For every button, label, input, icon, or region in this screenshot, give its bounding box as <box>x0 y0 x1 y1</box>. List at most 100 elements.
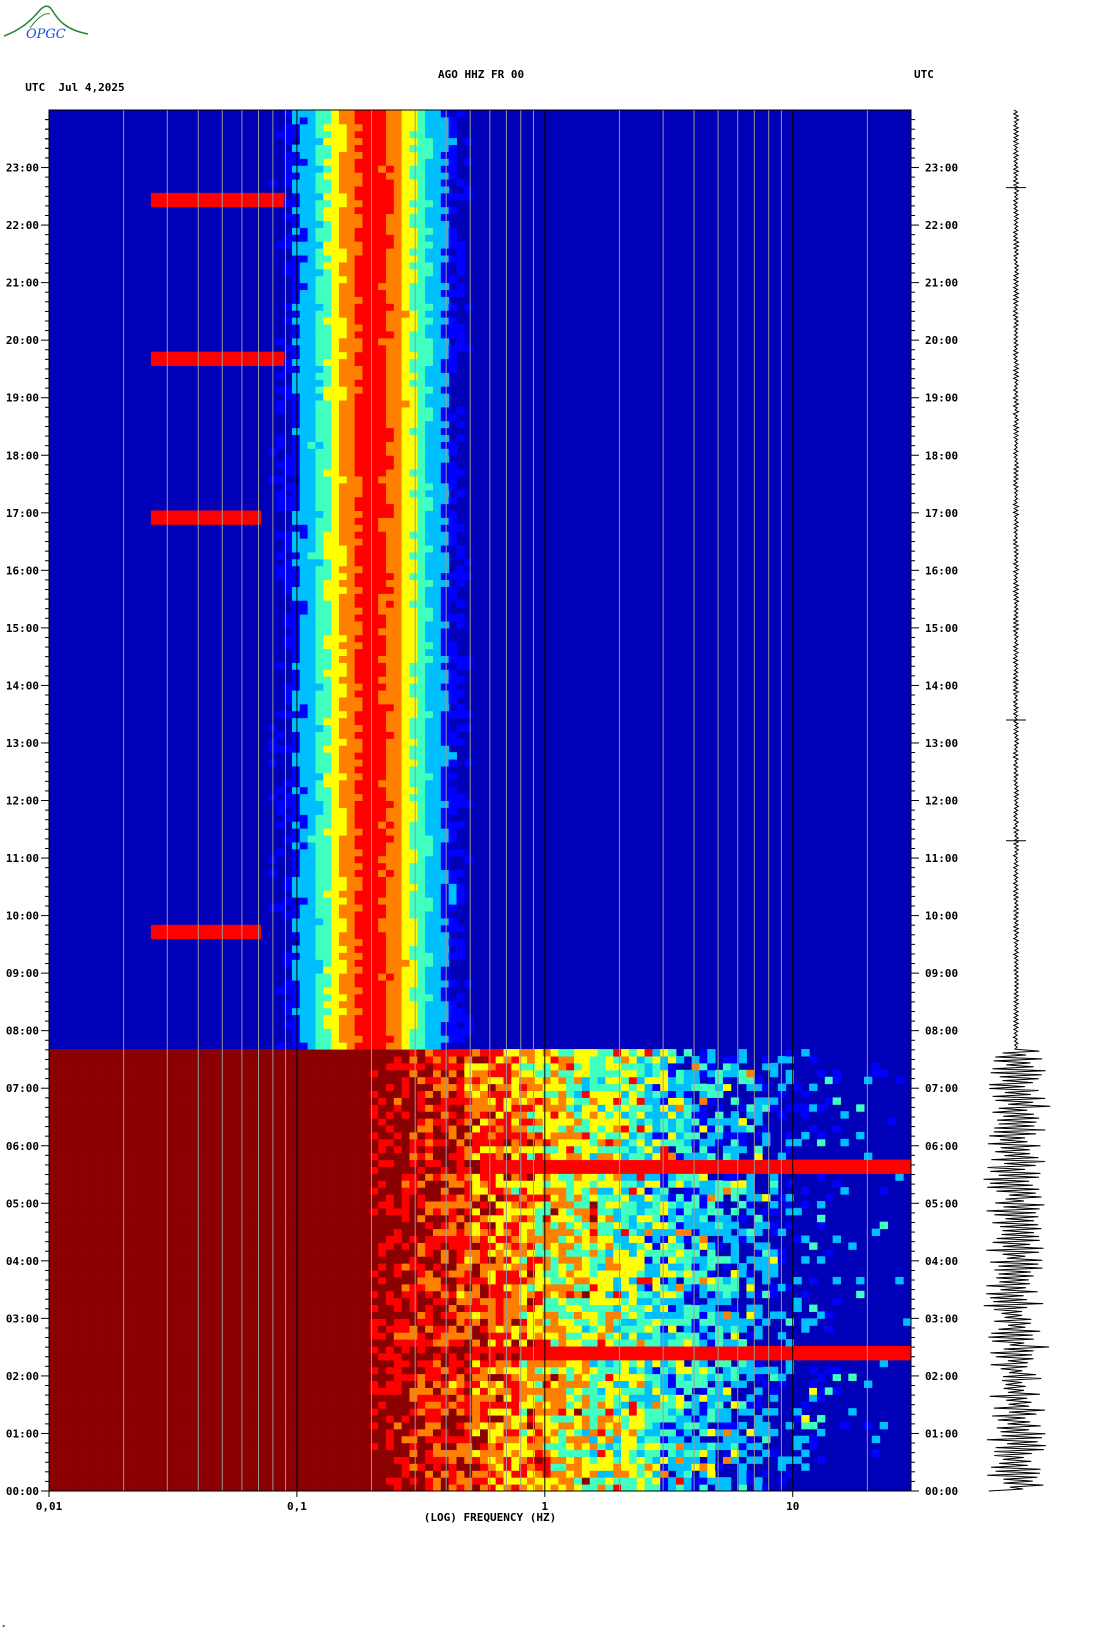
heatmap-cell <box>56 1235 66 1243</box>
heatmap-cell <box>456 1263 465 1271</box>
heatmap-cell <box>252 1200 262 1209</box>
heatmap-cell <box>472 1263 481 1271</box>
heatmap-cell <box>307 1380 316 1388</box>
heatmap-cell <box>542 1345 552 1354</box>
heatmap-cell <box>432 1394 442 1402</box>
heatmap-cell <box>824 1166 834 1174</box>
heatmap-cell <box>166 1311 175 1319</box>
heatmap-cell <box>707 1283 716 1292</box>
heatmap-cell <box>683 1207 693 1216</box>
heatmap-cell <box>738 1463 747 1471</box>
heatmap-cell <box>315 1345 324 1354</box>
heatmap-cell <box>480 1304 489 1312</box>
heatmap-cell <box>315 1297 324 1306</box>
heatmap-cell <box>111 1125 121 1133</box>
heatmap-cell <box>589 1325 599 1333</box>
heatmap-cell <box>628 1428 638 1437</box>
heatmap-cell <box>754 1249 763 1257</box>
heatmap-cell <box>260 1290 269 1299</box>
heatmap-cell <box>56 1401 66 1409</box>
heatmap-cell <box>370 1276 379 1285</box>
heatmap-cell <box>432 1131 442 1140</box>
heatmap-cell <box>628 1297 638 1306</box>
heatmap-cell <box>809 1345 818 1354</box>
heatmap-cell <box>903 1352 912 1361</box>
heatmap-cell <box>127 1449 136 1457</box>
heatmap-cell <box>675 1470 685 1478</box>
heatmap-cell <box>80 1359 89 1368</box>
heatmap-cell <box>527 1138 536 1147</box>
heatmap-cell <box>158 1318 168 1326</box>
heatmap-cell <box>527 1180 536 1188</box>
heatmap-cell <box>487 1477 497 1485</box>
heatmap-cell <box>49 1173 58 1181</box>
heatmap-cell <box>472 1477 481 1485</box>
heatmap-cell <box>558 1263 567 1271</box>
heatmap-cell <box>683 1276 693 1285</box>
heatmap-cell <box>260 1442 269 1451</box>
heatmap-cell <box>636 1145 646 1154</box>
heatmap-cell <box>472 1131 481 1140</box>
heatmap-cell <box>722 1449 732 1457</box>
heatmap-cell <box>291 1125 301 1133</box>
heatmap-cell <box>816 1394 826 1402</box>
heatmap-cell <box>816 1173 826 1181</box>
heatmap-cell <box>597 1207 606 1216</box>
heatmap-cell <box>762 1138 771 1147</box>
heatmap-cell <box>135 1200 144 1209</box>
heatmap-cell <box>871 1345 881 1354</box>
heatmap-cell <box>213 1166 222 1174</box>
heatmap-cell <box>385 1118 395 1126</box>
heatmap-cell <box>589 1145 599 1154</box>
heatmap-cell <box>88 1373 97 1382</box>
heatmap-cell <box>511 1359 520 1368</box>
heatmap-cell <box>487 1297 497 1306</box>
heatmap-cell <box>150 1359 160 1368</box>
heatmap-cell <box>370 1159 379 1167</box>
heatmap-cell <box>542 1387 552 1395</box>
heatmap-cell <box>644 1221 653 1230</box>
heatmap-cell <box>252 1373 262 1382</box>
heatmap-cell <box>597 1173 606 1181</box>
heatmap-cell <box>370 1428 379 1437</box>
heatmap-cell <box>323 1276 332 1285</box>
heatmap-cell <box>135 1470 144 1478</box>
heatmap-cell <box>56 1270 66 1278</box>
heatmap-cell <box>88 1221 97 1230</box>
heatmap-cell <box>103 1470 113 1478</box>
heatmap-cell <box>856 1345 865 1354</box>
heatmap-cell <box>527 1435 536 1444</box>
heatmap-cell <box>80 1270 89 1278</box>
heatmap-cell <box>237 1477 246 1485</box>
heatmap-cell <box>440 1332 450 1340</box>
heatmap-cell <box>299 1297 309 1306</box>
heatmap-cell <box>299 1207 309 1216</box>
heatmap-cell <box>464 1125 473 1133</box>
heatmap-cell <box>111 1366 121 1375</box>
heatmap-cell <box>96 1145 105 1154</box>
heatmap-cell <box>354 1145 363 1154</box>
heatmap-cell <box>707 1332 716 1340</box>
heatmap-cell <box>683 1449 693 1457</box>
heatmap-cell <box>346 1394 356 1402</box>
heatmap-cell <box>49 1159 58 1167</box>
heatmap-cell <box>644 1484 653 1492</box>
heatmap-cell <box>660 1138 669 1147</box>
heatmap-cell <box>660 1242 669 1250</box>
heatmap-cell <box>354 1221 363 1230</box>
heatmap-cell <box>80 1152 89 1161</box>
heatmap-cell <box>150 1118 160 1126</box>
heatmap-cell <box>605 1366 614 1375</box>
heatmap-cell <box>574 1263 583 1271</box>
heatmap-cell <box>362 1276 371 1285</box>
heatmap-cell <box>793 1166 802 1174</box>
heatmap-cell <box>370 1442 379 1451</box>
heatmap-cell <box>715 1290 724 1299</box>
heatmap-cell <box>597 1235 606 1243</box>
heatmap-cell <box>299 1138 309 1147</box>
heatmap-cell <box>495 1435 505 1444</box>
heatmap-cell <box>205 1118 215 1126</box>
heatmap-cell <box>550 1242 559 1250</box>
heatmap-cell <box>284 1456 293 1464</box>
heatmap-cell <box>636 1283 646 1292</box>
